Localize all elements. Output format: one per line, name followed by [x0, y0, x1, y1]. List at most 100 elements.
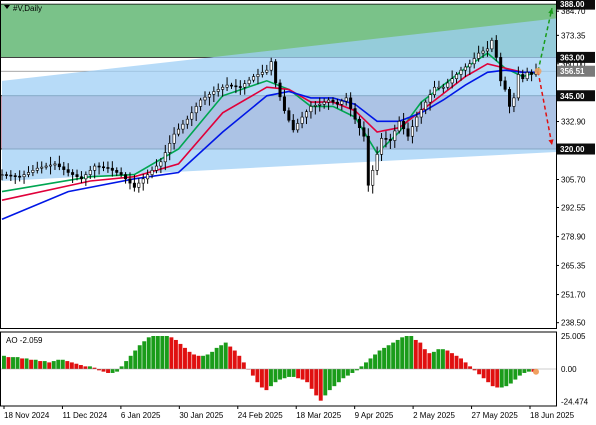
ao-bar [196, 355, 201, 369]
ao-bar [391, 342, 396, 369]
y-tick-label: 332.90 [561, 118, 586, 127]
ao-bar [273, 369, 278, 383]
ao-bar [468, 366, 473, 369]
candle-body [35, 167, 39, 171]
level-tag-label: 388.00 [560, 0, 585, 9]
ao-bar [287, 369, 292, 377]
ao-bar [146, 337, 151, 369]
candle-body [340, 100, 344, 105]
candle-body [362, 127, 366, 137]
ao-bar [92, 367, 97, 369]
ao-bar [382, 347, 387, 369]
ao-bar [119, 366, 124, 369]
ao-bar [332, 369, 337, 387]
candle-body [477, 52, 481, 59]
ao-tick-label: 0.00 [561, 365, 577, 374]
candle-body [124, 174, 128, 180]
ao-bar [106, 369, 111, 373]
candle-body [18, 175, 22, 178]
ao-bar [486, 369, 491, 383]
candle-body [163, 152, 167, 163]
chart-header[interactable]: #V,Daily [4, 4, 42, 13]
forecast-arrows-layer [534, 7, 554, 146]
ao-tick-label: 25.005 [561, 332, 586, 341]
ao-bar [11, 357, 15, 369]
candle-body [102, 166, 106, 169]
ao-bar [495, 369, 500, 388]
candle-body [393, 130, 397, 141]
candle-body [437, 86, 441, 89]
candle-body [154, 165, 158, 171]
ao-bar [309, 369, 314, 389]
candle-body [269, 61, 273, 71]
triangle-down-icon[interactable] [4, 5, 10, 9]
ao-bar [323, 369, 328, 396]
level-tag-label: 363.00 [560, 53, 585, 62]
ao-bar [205, 354, 210, 369]
ao-bar [101, 369, 106, 372]
ao-bar [459, 358, 463, 369]
ao-bar [472, 369, 477, 371]
trend-channel-layer [2, 18, 556, 181]
ao-bar [282, 369, 287, 379]
candle-body [313, 105, 317, 107]
candle-body [137, 182, 141, 188]
y-tick-label: 278.90 [561, 233, 586, 242]
candle-body [106, 167, 110, 169]
candle-body [494, 40, 498, 58]
ao-bar [255, 369, 260, 383]
ao-bar [269, 369, 273, 387]
ao-bar [445, 350, 450, 369]
candle-body [247, 79, 251, 84]
ao-bar [160, 336, 165, 369]
candle-body [282, 96, 286, 111]
level-tag [557, 51, 595, 63]
candle-body [481, 50, 485, 54]
y-tick-label: 265.35 [561, 261, 586, 270]
y-axis: 384.70373.35360.00345.00332.90319.45305.… [556, 0, 595, 406]
candle-body [216, 89, 220, 92]
ao-bar [377, 350, 382, 369]
candle-body [4, 174, 8, 176]
candle-body [243, 83, 247, 88]
candle-body [172, 133, 176, 144]
candle-body [291, 119, 295, 131]
candle-body [53, 163, 57, 166]
trend-channel [2, 18, 556, 181]
ao-bar [522, 369, 527, 373]
ao-bar [42, 361, 47, 369]
candle-body [177, 128, 181, 135]
ao-bar [137, 345, 142, 369]
candle-body [88, 170, 92, 175]
y-tick-label: 360.00 [561, 60, 586, 69]
ao-bar [436, 349, 441, 369]
candle-body [252, 76, 256, 81]
ao-bar [223, 342, 228, 369]
candle-body [115, 170, 119, 173]
level-tag [557, 0, 595, 10]
candle-body [194, 106, 198, 114]
x-tick-label: 18 Jun 2025 [530, 411, 575, 420]
ao-bar [259, 369, 264, 388]
candle-body [22, 174, 26, 178]
candle-body [397, 121, 401, 132]
ao-bar [173, 339, 178, 369]
level-tag [557, 143, 595, 155]
candle-body [168, 143, 172, 153]
candle-body [128, 178, 132, 184]
candle-body [415, 116, 419, 127]
ao-bar [20, 358, 25, 369]
candle-body [344, 97, 348, 102]
x-tick-label: 11 Dec 2024 [62, 411, 107, 420]
ao-bar [201, 355, 206, 369]
ao-current-marker [533, 368, 539, 375]
ao-bar [513, 369, 518, 380]
x-axis: 18 Nov 2024 11 Dec 2024 6 Jan 2025 30 Jan 2… [0, 405, 575, 420]
ao-bar [2, 355, 6, 369]
candle-body [459, 69, 463, 75]
candle-body [0, 174, 4, 176]
ao-bar [499, 369, 504, 388]
ao-bar [183, 347, 187, 369]
candle-body [349, 97, 353, 109]
y-tick-label: 292.55 [561, 204, 586, 213]
